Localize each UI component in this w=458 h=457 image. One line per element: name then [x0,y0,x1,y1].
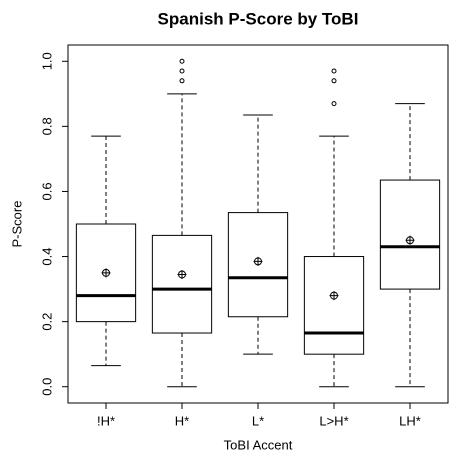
mean-cross [329,291,339,301]
x-tick-label: H* [175,413,189,428]
x-tick-label: !H* [97,413,115,428]
mean-cross [253,256,263,266]
x-tick-label: LH* [399,413,421,428]
x-tick-label: L>H* [319,413,348,428]
mean-cross [177,269,187,279]
outlier [179,68,185,74]
box [303,256,365,355]
y-tick-label: 1.0 [39,52,54,70]
y-axis-label: P-Score [9,201,24,248]
x-tick-label: L* [252,413,264,428]
y-tick-label: 0.2 [39,313,54,331]
y-tick-label: 0.4 [39,248,54,266]
outlier [179,78,185,84]
box [379,179,441,290]
outlier [331,78,337,84]
y-tick-label: 0.0 [39,378,54,396]
mean-cross [405,235,415,245]
y-tick-label: 0.6 [39,182,54,200]
y-tick-label: 0.8 [39,117,54,135]
mean-cross [101,268,111,278]
outlier [179,58,185,64]
x-axis-label: ToBI Accent [224,437,293,452]
outlier [331,101,337,107]
chart-title: Spanish P-Score by ToBI [158,9,359,28]
outlier [331,68,337,74]
box [151,234,213,334]
